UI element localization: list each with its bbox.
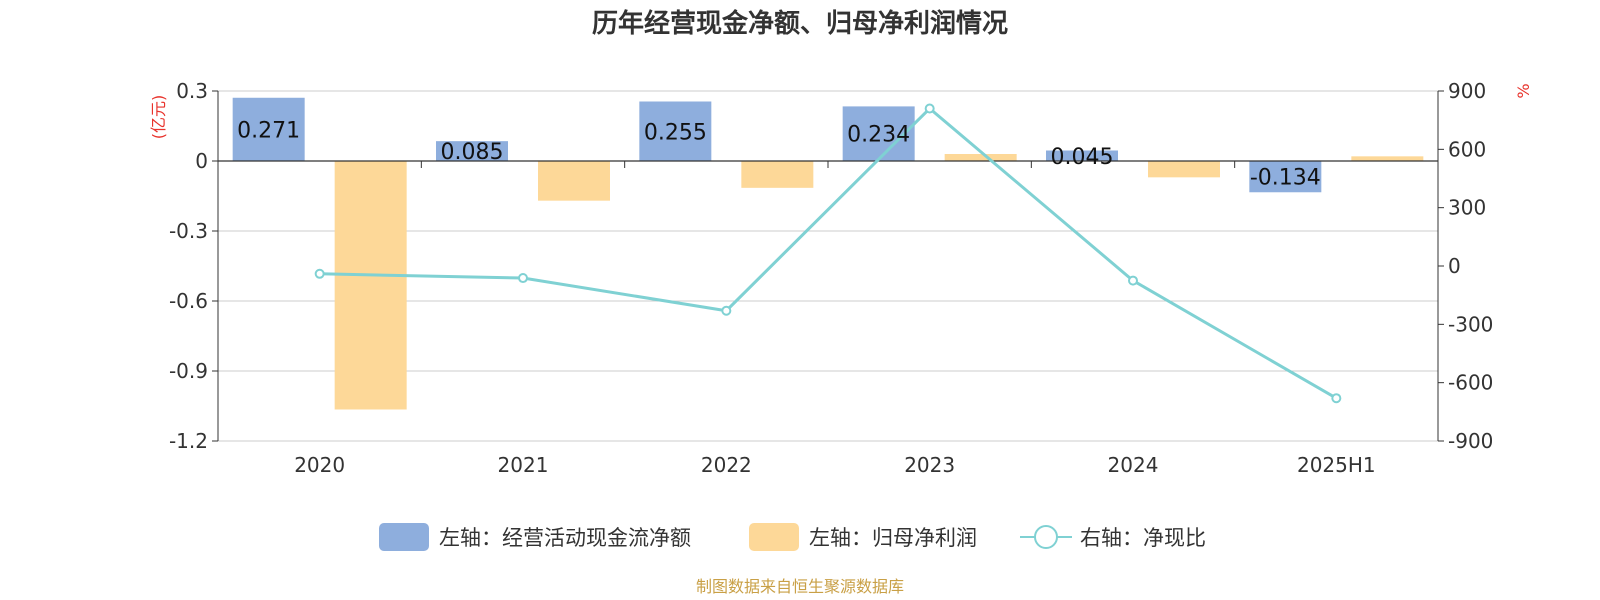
cashflow-data-label: -0.134: [1250, 166, 1321, 191]
legend-swatch-cashflow: [379, 523, 429, 551]
right-axis-unit: %: [1514, 83, 1533, 98]
net-profit-bar: [538, 161, 610, 201]
cashflow-bar: [232, 97, 305, 161]
x-tick-label: 2025H1: [1297, 453, 1376, 477]
x-tick-label: 2020: [294, 453, 345, 477]
left-tick-label: -0.6: [169, 289, 208, 313]
right-tick-label: -300: [1448, 312, 1493, 336]
legend-swatch-net-profit: [749, 523, 799, 551]
right-tick-label: -900: [1448, 429, 1493, 453]
net-profit-bar: [334, 161, 407, 410]
legend-label-cashflow: 左轴：经营活动现金流净额: [439, 526, 691, 550]
chart-title: 历年经营现金净额、归母净利润情况: [592, 8, 1008, 39]
cashflow-data-label: 0.045: [1051, 145, 1114, 170]
cash-ratio-point: [924, 103, 935, 114]
left-tick-label: -0.9: [169, 359, 208, 383]
cash-ratio-point: [1128, 275, 1138, 286]
legend-label-cash-ratio: 右轴：净现比: [1080, 526, 1206, 550]
x-tick-label: 2022: [701, 453, 752, 477]
cashflow-bar: [1046, 150, 1118, 161]
right-tick-label: 600: [1448, 137, 1486, 161]
legend-marker-cash-ratio: [1034, 525, 1058, 549]
net-profit-bar: [944, 154, 1017, 161]
x-tick-label: 2021: [498, 453, 549, 477]
right-tick-label: -600: [1448, 371, 1493, 395]
cashflow-data-label: 0.271: [237, 118, 300, 143]
cashflow-data-label: 0.255: [644, 120, 707, 145]
axes: 0.3 0 -0.3 -0.6 -0.9 -1.2 900 600 300 0 -300 -600 -9…: [169, 79, 1493, 477]
net-profit-bar: [1148, 161, 1220, 178]
cash-ratio-point: [721, 305, 732, 316]
cash-ratio-point: [518, 273, 528, 284]
left-tick-label: -1.2: [169, 429, 208, 453]
cashflow-data-label: 0.234: [847, 123, 910, 148]
cash-ratio-line: [319, 106, 1338, 400]
left-tick-label: -0.3: [169, 219, 208, 243]
cashflow-bar: [1249, 161, 1322, 193]
x-tick-label: 2024: [1108, 453, 1159, 477]
cash-ratio-point: [314, 268, 325, 279]
right-tick-label: 900: [1448, 79, 1486, 103]
net-profit-bar: [1351, 156, 1424, 161]
left-tick-label: 0.3: [176, 79, 208, 103]
left-tick-label: 0: [195, 149, 208, 173]
source-note: 制图数据来自恒生聚源数据库: [696, 577, 904, 596]
legend-label-net-profit: 左轴：归母净利润: [809, 526, 977, 550]
net-profit-bar: [741, 161, 814, 188]
cash-ratio-point: [1331, 393, 1342, 404]
bars: [232, 97, 1424, 410]
x-tick-label: 2023: [904, 453, 955, 477]
grid-lines: [218, 90, 1438, 442]
right-tick-label: 300: [1448, 196, 1486, 220]
cashflow-data-label: 0.085: [441, 140, 504, 165]
line-series: [314, 103, 1342, 404]
right-tick-label: 0: [1448, 254, 1461, 278]
cashflow-bar: [639, 101, 712, 161]
left-axis-unit: (亿元): [149, 95, 168, 140]
legend: 左轴：经营活动现金流净额 左轴：归母净利润 右轴：净现比: [379, 523, 1206, 551]
data-labels: 0.271 0.085 0.255 0.234 0.045 -0.134: [237, 118, 1321, 190]
cashflow-bar: [436, 141, 508, 161]
